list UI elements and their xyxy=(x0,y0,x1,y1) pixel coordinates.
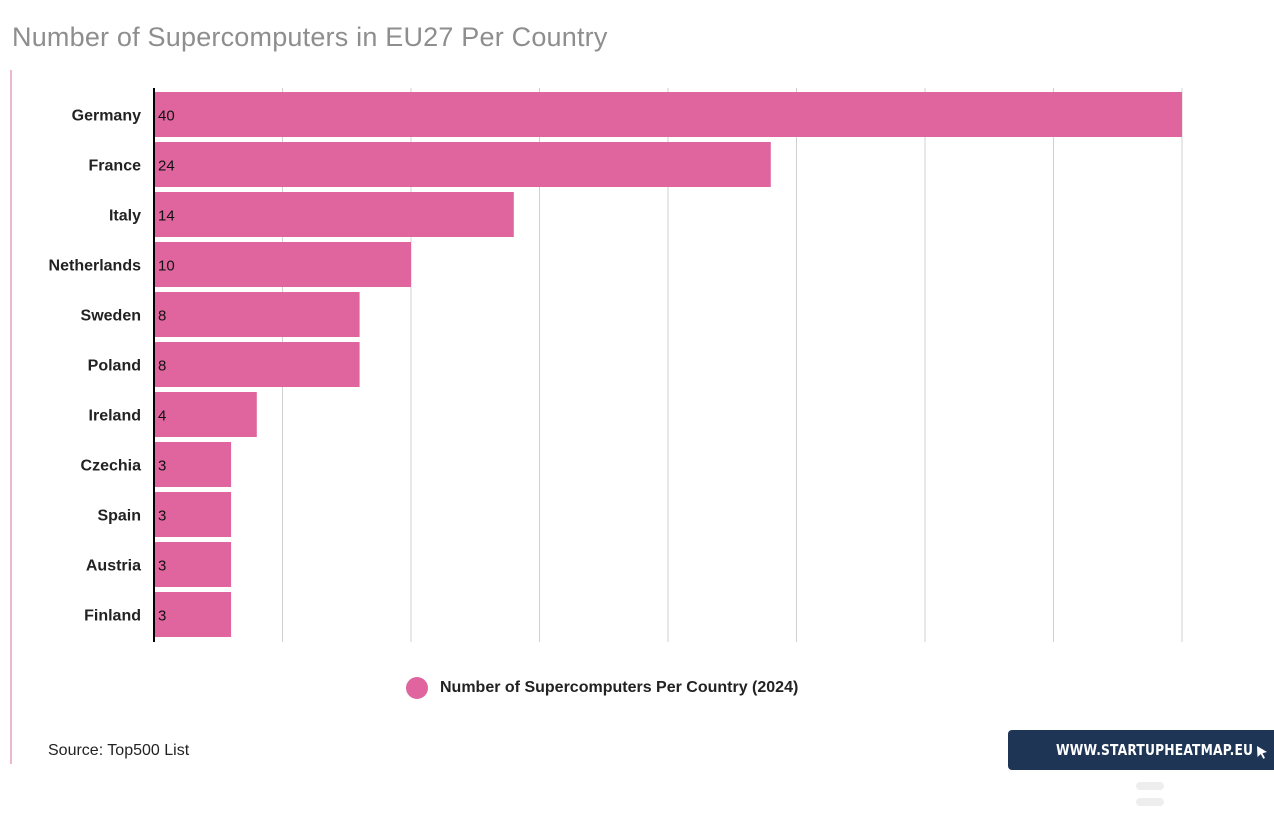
data-label-poland: 8 xyxy=(158,358,166,375)
data-label-austria: 3 xyxy=(158,558,166,575)
category-label-netherlands: Netherlands xyxy=(49,258,142,275)
category-label-ireland: Ireland xyxy=(89,408,141,425)
bar-finland xyxy=(154,592,232,637)
bar-poland xyxy=(154,342,360,387)
cursor-arrow-icon xyxy=(1257,746,1267,759)
decorative-bars xyxy=(1136,782,1164,808)
data-label-italy: 14 xyxy=(158,208,175,225)
bar-sweden xyxy=(154,292,360,337)
category-label-finland: Finland xyxy=(84,608,141,625)
bar-spain xyxy=(154,492,232,537)
bar-netherlands xyxy=(154,242,411,287)
data-label-netherlands: 10 xyxy=(158,258,175,275)
data-label-ireland: 4 xyxy=(158,408,166,425)
category-label-germany: Germany xyxy=(72,108,141,125)
source-note: Source: Top500 List xyxy=(48,742,190,759)
data-labels: 40 24 14 10 8 8 4 3 3 3 3 xyxy=(158,108,175,625)
data-label-czechia: 3 xyxy=(158,458,166,475)
left-accent-rule xyxy=(10,70,12,764)
category-label-sweden: Sweden xyxy=(81,308,141,325)
data-label-sweden: 8 xyxy=(158,308,166,325)
legend-swatch xyxy=(406,677,428,699)
data-label-spain: 3 xyxy=(158,508,166,525)
category-label-spain: Spain xyxy=(97,508,141,525)
chart-title: Number of Supercomputers in EU27 Per Cou… xyxy=(12,22,608,52)
data-label-finland: 3 xyxy=(158,608,166,625)
category-label-czechia: Czechia xyxy=(81,458,142,475)
bar-chart: Germany France Italy Netherlands Sweden Polan… xyxy=(49,88,1183,642)
legend-label: Number of Supercomputers Per Country (20… xyxy=(440,679,799,696)
bar-ireland xyxy=(154,392,257,437)
category-labels: Germany France Italy Netherlands Sweden Polan… xyxy=(49,108,142,625)
category-label-france: France xyxy=(89,158,142,175)
bar-austria xyxy=(154,542,232,587)
website-badge-text: WWW.STARTUPHEATMAP.EU xyxy=(1056,741,1254,759)
bar-italy xyxy=(154,192,514,237)
category-label-poland: Poland xyxy=(88,358,141,375)
data-label-france: 24 xyxy=(158,158,175,175)
category-label-austria: Austria xyxy=(86,558,141,575)
bar-france xyxy=(154,142,771,187)
data-label-germany: 40 xyxy=(158,108,175,125)
website-badge[interactable]: WWW.STARTUPHEATMAP.EU xyxy=(1008,730,1274,770)
bars xyxy=(154,92,1182,637)
category-label-italy: Italy xyxy=(109,208,141,225)
bar-czechia xyxy=(154,442,232,487)
legend: Number of Supercomputers Per Country (20… xyxy=(406,676,798,700)
bar-germany xyxy=(154,92,1182,137)
